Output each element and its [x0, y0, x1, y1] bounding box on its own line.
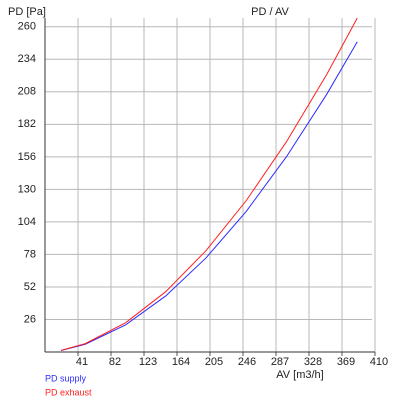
- legend-entry: PD supply: [45, 373, 87, 383]
- x-tick-label: 246: [238, 356, 256, 368]
- chart-title: PD / AV: [251, 6, 289, 18]
- x-axis-label: AV [m3/h]: [276, 369, 323, 381]
- y-tick-label: 234: [18, 53, 36, 65]
- y-tick-label: 52: [24, 281, 36, 293]
- x-tick-label: 328: [304, 356, 322, 368]
- y-tick-label: 182: [18, 118, 36, 130]
- y-tick-label: 208: [18, 86, 36, 98]
- y-tick-label: 130: [18, 183, 36, 195]
- x-tick-label: 41: [76, 356, 88, 368]
- x-tick-label: 164: [172, 356, 190, 368]
- data-line: [60, 41, 358, 351]
- legend-entry: PD exhaust: [45, 387, 92, 397]
- data-line: [60, 17, 358, 351]
- x-tick-label: 369: [337, 356, 355, 368]
- y-axis-label: PD [Pa]: [8, 6, 46, 18]
- y-tick-label: 260: [18, 21, 36, 33]
- x-tick-label: 410: [370, 356, 388, 368]
- x-tick-label: 287: [271, 356, 289, 368]
- y-tick-label: 104: [18, 216, 36, 228]
- y-tick-label: 78: [24, 248, 36, 260]
- y-tick-label: 156: [18, 151, 36, 163]
- x-tick-label: 205: [205, 356, 223, 368]
- x-tick-label: 123: [139, 356, 157, 368]
- x-tick-label: 82: [109, 356, 121, 368]
- y-tick-label: 26: [24, 313, 36, 325]
